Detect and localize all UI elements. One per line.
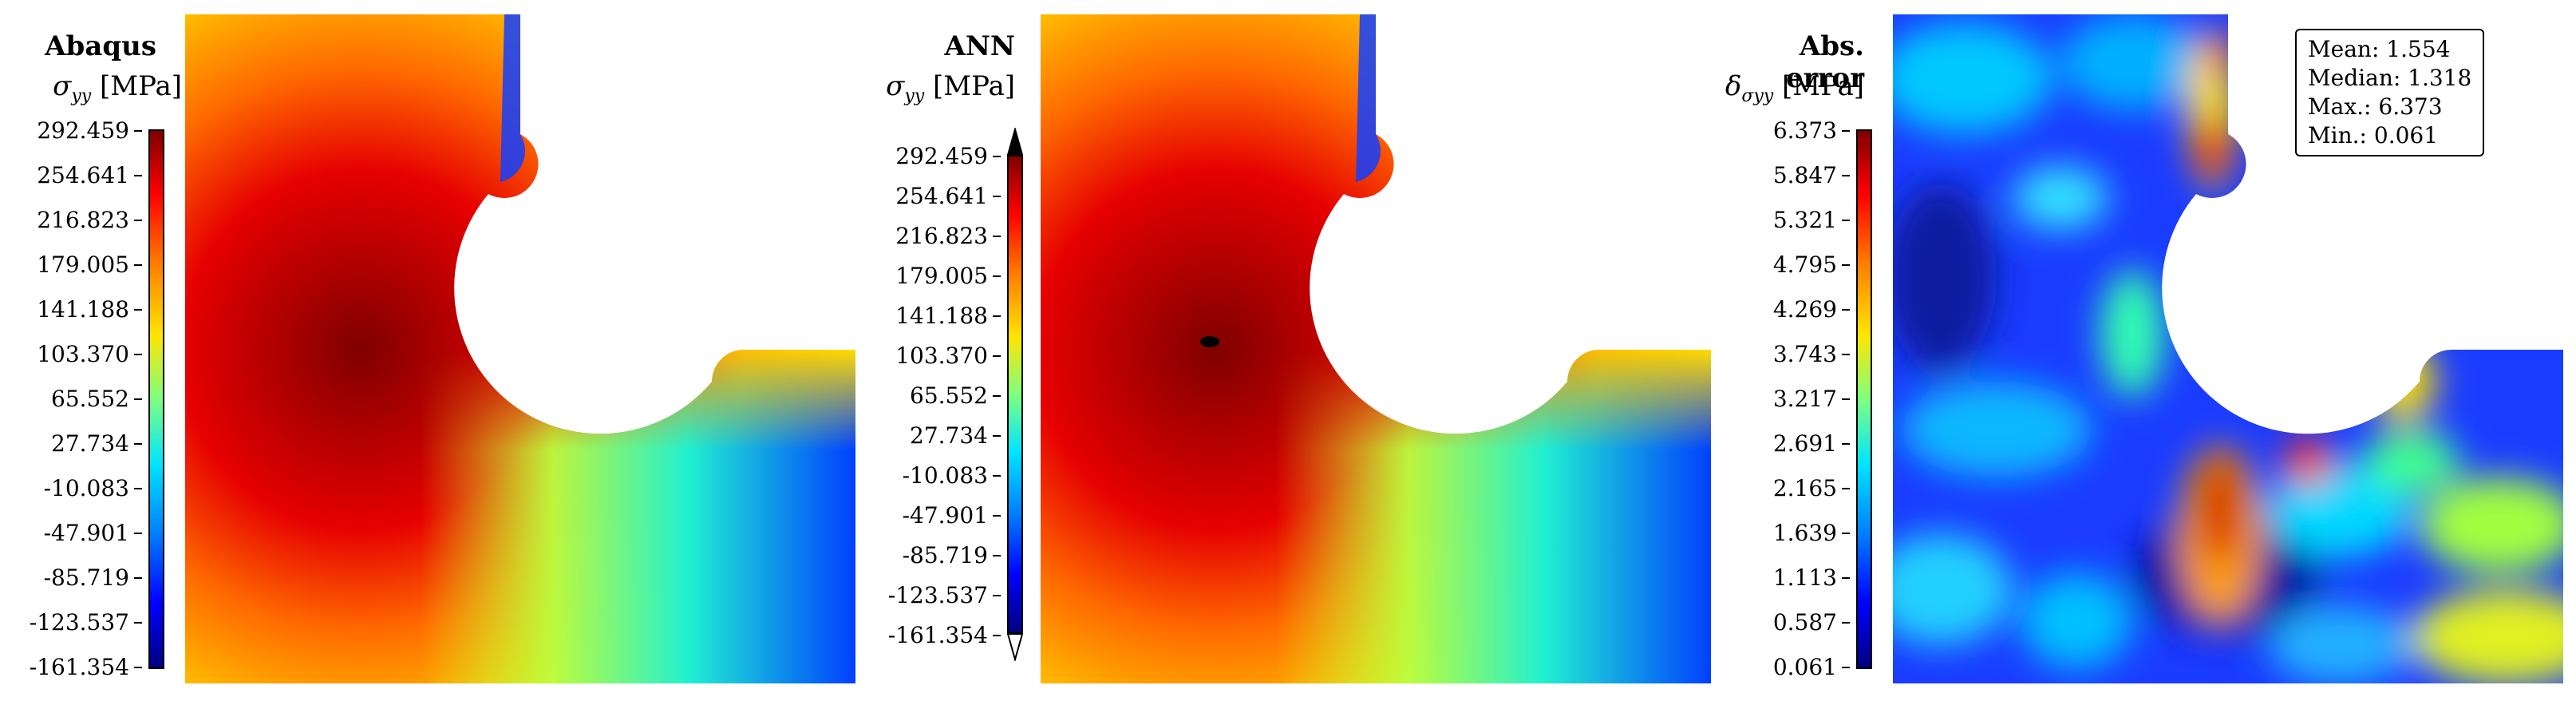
stat-max: Max.: 6.373 xyxy=(2308,93,2443,120)
panel-abaqus: Abaqus σyy [MPa] 292.459 254.641 216.823… xyxy=(0,0,859,701)
panel-title: Abaqus xyxy=(45,30,156,62)
quantity-label: σyy [MPa] xyxy=(53,70,182,106)
panel-title: ANN xyxy=(944,30,1015,62)
colorbar-tick: -123.537 xyxy=(828,584,1001,607)
colorbar-tick: 0.587 xyxy=(1677,612,1850,634)
colorbar-tick: 103.370 xyxy=(0,343,142,366)
colorbar-tick: -161.354 xyxy=(828,624,1001,647)
colorbar-tick: 1.639 xyxy=(1677,522,1850,545)
stress-contour-plot xyxy=(185,14,855,683)
error-statistics-box: Mean: 1.554 Median: 1.318 Max.: 6.373 Mi… xyxy=(2295,29,2485,156)
colorbar-tick: 6.373 xyxy=(1677,120,1850,142)
panel-ann: ANN σyy [MPa] 292.459 254.641 216.823 17… xyxy=(859,0,1717,701)
colorbar-tick: 5.847 xyxy=(1677,164,1850,187)
colorbar-tick: -161.354 xyxy=(0,656,142,679)
colorbar-tick: 2.165 xyxy=(1677,477,1850,500)
colorbar-tick: -85.719 xyxy=(828,545,1001,567)
colorbar-tick: 65.552 xyxy=(0,388,142,410)
quantity-label: δσyy [MPa] xyxy=(1725,70,1864,106)
quantity-label: σyy [MPa] xyxy=(886,70,1015,106)
colorbar-tick: 141.188 xyxy=(828,305,1001,327)
colorbar-tick: 254.641 xyxy=(828,185,1001,208)
stat-mean: Mean: 1.554 xyxy=(2308,36,2451,62)
colorbar-tick: 4.795 xyxy=(1677,254,1850,276)
stat-median: Median: 1.318 xyxy=(2308,65,2472,91)
colorbar-tick: -10.083 xyxy=(828,465,1001,487)
panel-title: Abs. error xyxy=(1785,30,1864,94)
colorbar-tick: 141.188 xyxy=(0,299,142,321)
error-contour-plot xyxy=(1893,14,2563,683)
colorbar-tick: -123.537 xyxy=(0,612,142,634)
stress-contour-plot xyxy=(1041,14,1711,683)
colorbar-extend-bottom xyxy=(1007,633,1023,661)
colorbar-tick: 3.743 xyxy=(1677,343,1850,366)
colorbar-tick: -47.901 xyxy=(828,505,1001,527)
colorbar-tick: 27.734 xyxy=(828,425,1001,447)
colorbar-tick: 179.005 xyxy=(0,254,142,276)
colorbar-tick: 216.823 xyxy=(828,225,1001,248)
colorbar-tick: 5.321 xyxy=(1677,209,1850,232)
colorbar-tick: 103.370 xyxy=(828,345,1001,367)
panel-abs-error: Abs. error δσyy [MPa] 6.373 5.847 5.321 … xyxy=(1717,0,2576,701)
colorbar-tick: 292.459 xyxy=(0,120,142,142)
colorbar-tick: 1.113 xyxy=(1677,567,1850,589)
colorbar-tick: -47.901 xyxy=(0,522,142,545)
colorbar-tick: 216.823 xyxy=(0,209,142,232)
colorbar-tick: 2.691 xyxy=(1677,433,1850,455)
colorbar-tick: 3.217 xyxy=(1677,388,1850,410)
colorbar-tick: 292.459 xyxy=(828,145,1001,168)
colorbar xyxy=(1007,155,1023,634)
stat-min: Min.: 0.061 xyxy=(2308,122,2439,149)
overshoot-marker xyxy=(1200,336,1219,347)
colorbar-tick: -10.083 xyxy=(0,477,142,500)
colorbar-tick: -85.719 xyxy=(0,567,142,589)
colorbar xyxy=(1856,129,1872,669)
colorbar xyxy=(148,129,164,669)
colorbar-tick: 254.641 xyxy=(0,164,142,187)
colorbar-tick: 0.061 xyxy=(1677,656,1850,679)
colorbar-tick: 4.269 xyxy=(1677,299,1850,321)
colorbar-tick: 27.734 xyxy=(0,433,142,455)
colorbar-extend-top xyxy=(1007,128,1023,156)
colorbar-tick: 65.552 xyxy=(828,385,1001,407)
colorbar-tick: 179.005 xyxy=(828,265,1001,287)
